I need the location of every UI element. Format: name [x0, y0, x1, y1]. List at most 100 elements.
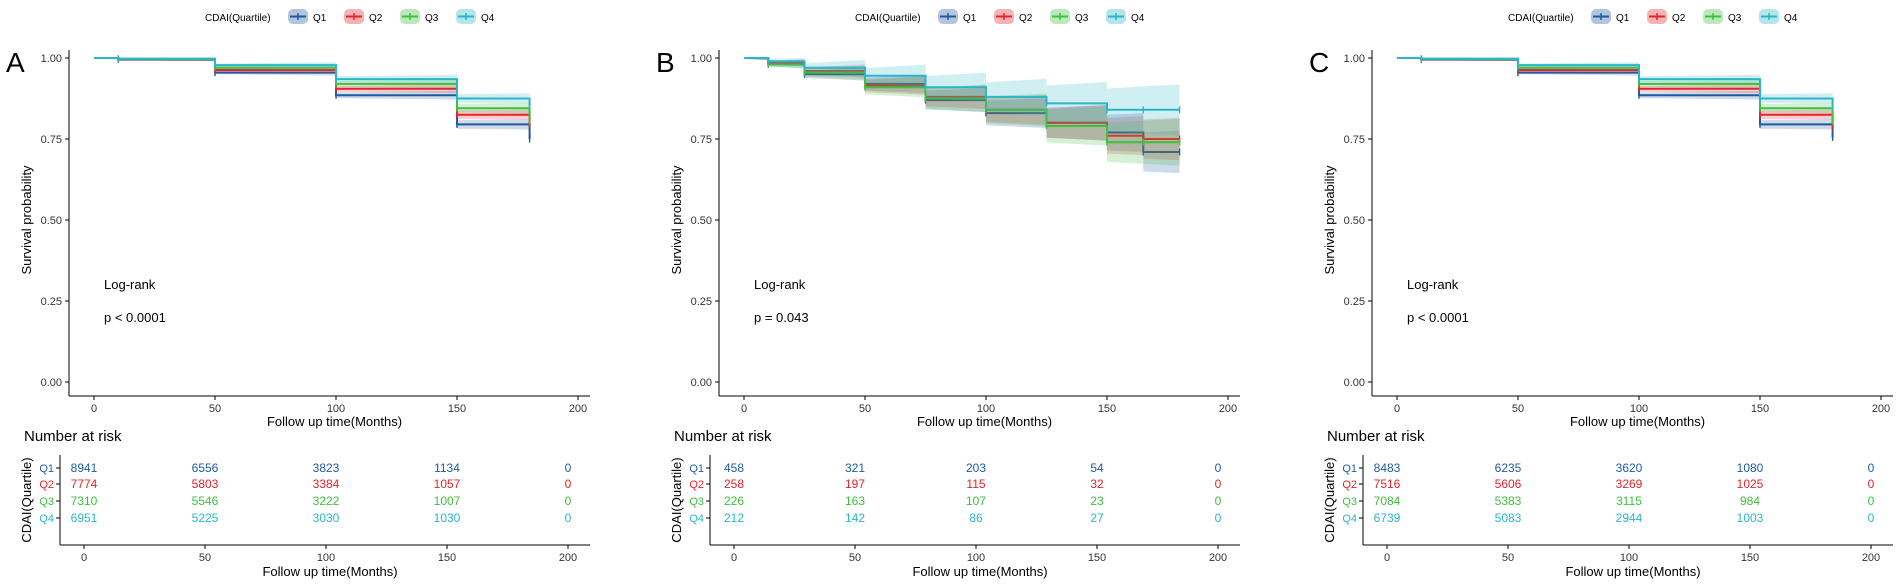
risk-cell: 6739: [1374, 511, 1401, 525]
risk-row-label-q4: Q4: [1342, 513, 1357, 525]
risk-cell: 984: [1740, 494, 1760, 508]
risk-cell: 115: [966, 477, 985, 491]
x-tick-label: 150: [448, 403, 466, 415]
risk-cell: 6235: [1495, 461, 1522, 475]
risk-cell: 1134: [434, 461, 460, 475]
risk-cell: 7084: [1374, 494, 1401, 508]
logrank-p-value: p = 0.043: [754, 310, 809, 325]
risk-cell: 321: [845, 461, 865, 475]
risk-cell: 458: [724, 461, 744, 475]
risk-row-label-q4: Q4: [39, 513, 54, 525]
confidence-band-q1: [744, 58, 1180, 174]
legend-item-q2[interactable]: Q2: [1647, 9, 1686, 24]
risk-cell: 226: [724, 494, 744, 508]
x-axis-title: Follow up time(Months): [1570, 414, 1705, 429]
risk-cell: 3030: [313, 511, 340, 525]
legend-item-q4[interactable]: Q4: [1106, 9, 1145, 24]
risk-table-title: Number at risk: [1327, 428, 1425, 445]
legend: CDAI(Quartile) Q1 Q2 Q3 Q4: [1508, 9, 1798, 24]
confidence-band-q1: [94, 58, 530, 145]
y-tick-label: 0.75: [41, 134, 62, 146]
risk-x-tick-label: 100: [967, 552, 985, 564]
risk-x-tick-label: 150: [1741, 552, 1759, 564]
legend-title: CDAI(Quartile): [205, 13, 271, 24]
x-tick-label: 200: [569, 403, 587, 415]
risk-cell: 8941: [71, 461, 98, 475]
y-tick-label: 0.25: [41, 296, 62, 308]
legend-label: Q4: [1784, 13, 1798, 24]
legend-item-q4[interactable]: Q4: [1759, 9, 1798, 24]
risk-table: Number at risk Q1 458 321 203 54 0 Q2 258 197 115 3…: [669, 428, 1240, 579]
risk-row-label-q1: Q1: [1342, 463, 1357, 475]
risk-table-title: Number at risk: [24, 428, 122, 445]
km-panel-c: C CDAI(Quartile) Q1 Q2 Q3 Q4 0.00 0.25 0.50 0.75 1…: [1309, 9, 1893, 579]
y-tick-label: 0.00: [41, 377, 62, 389]
x-tick-label: 200: [1872, 403, 1890, 415]
survival-line-q4: [94, 57, 531, 107]
risk-cell: 142: [845, 511, 865, 525]
legend-label: Q3: [1728, 13, 1742, 24]
y-axis-title: Survival probability: [669, 165, 684, 275]
risk-cell: 0: [1868, 477, 1875, 491]
risk-row-label-q2: Q2: [39, 479, 54, 491]
confidence-band-q1: [1397, 58, 1833, 143]
legend-item-q3[interactable]: Q3: [1050, 9, 1089, 24]
legend-label: Q3: [1075, 13, 1089, 24]
x-tick-label: 50: [209, 403, 221, 415]
legend-item-q1[interactable]: Q1: [288, 9, 327, 24]
km-panel-b: B CDAI(Quartile) Q1 Q2 Q3 Q4 0.00 0.25 0.50 0.75 1…: [656, 9, 1240, 579]
risk-cell: 7310: [71, 494, 98, 508]
legend-item-q3[interactable]: Q3: [1703, 9, 1742, 24]
x-axis-title: Follow up time(Months): [267, 414, 402, 429]
risk-cell: 1007: [434, 494, 461, 508]
km-series-q3: [744, 57, 1181, 166]
x-tick-label: 0: [1394, 403, 1400, 415]
risk-cell: 107: [966, 494, 986, 508]
risk-cell: 3115: [1616, 494, 1642, 508]
legend-item-q1[interactable]: Q1: [938, 9, 977, 24]
risk-cell: 32: [1090, 477, 1104, 491]
logrank-p-value: p < 0.0001: [104, 310, 166, 325]
x-tick-label: 100: [977, 403, 995, 415]
legend: CDAI(Quartile) Q1 Q2 Q3 Q4: [855, 9, 1145, 24]
legend-item-q2[interactable]: Q2: [344, 9, 383, 24]
logrank-p-value: p < 0.0001: [1407, 310, 1469, 325]
km-panel-a: A CDAI(Quartile) Q1 Q2 Q3 Q4 0.00 0.25 0.50 0.75 1…: [6, 9, 590, 579]
risk-cell: 54: [1090, 461, 1104, 475]
risk-cell: 86: [969, 511, 983, 525]
risk-row-label-q1: Q1: [689, 463, 704, 475]
risk-cell: 3384: [313, 477, 340, 491]
legend-item-q4[interactable]: Q4: [456, 9, 495, 24]
risk-cell: 5803: [192, 477, 219, 491]
logrank-title: Log-rank: [754, 277, 806, 292]
risk-cell: 1080: [1737, 461, 1764, 475]
legend-item-q2[interactable]: Q2: [994, 9, 1033, 24]
risk-cell: 0: [1215, 477, 1222, 491]
risk-row-label-q1: Q1: [39, 463, 54, 475]
risk-cell: 5225: [192, 511, 219, 525]
risk-x-tick-label: 50: [199, 552, 211, 564]
x-tick-label: 0: [91, 403, 97, 415]
risk-cell: 7516: [1374, 477, 1401, 491]
confidence-band-q2: [1397, 58, 1833, 132]
legend-item-q3[interactable]: Q3: [400, 9, 439, 24]
legend-label: Q4: [1131, 13, 1145, 24]
risk-x-tick-label: 150: [1088, 552, 1106, 564]
legend-item-q1[interactable]: Q1: [1591, 9, 1630, 24]
risk-cell: 6556: [192, 461, 219, 475]
x-tick-label: 200: [1219, 403, 1237, 415]
x-tick-label: 50: [1512, 403, 1524, 415]
risk-table-title: Number at risk: [674, 428, 772, 445]
risk-x-axis-title: Follow up time(Months): [912, 564, 1047, 579]
x-tick-label: 0: [741, 403, 747, 415]
confidence-band-q2: [94, 58, 530, 132]
risk-cell: 0: [1215, 461, 1222, 475]
y-tick-label: 0.50: [1344, 215, 1365, 227]
risk-cell: 197: [845, 477, 865, 491]
risk-x-tick-label: 0: [731, 552, 737, 564]
risk-cell: 0: [1215, 494, 1222, 508]
risk-cell: 8483: [1374, 461, 1401, 475]
logrank-title: Log-rank: [1407, 277, 1459, 292]
risk-y-axis-title: CDAI(Quartile): [1322, 457, 1337, 542]
